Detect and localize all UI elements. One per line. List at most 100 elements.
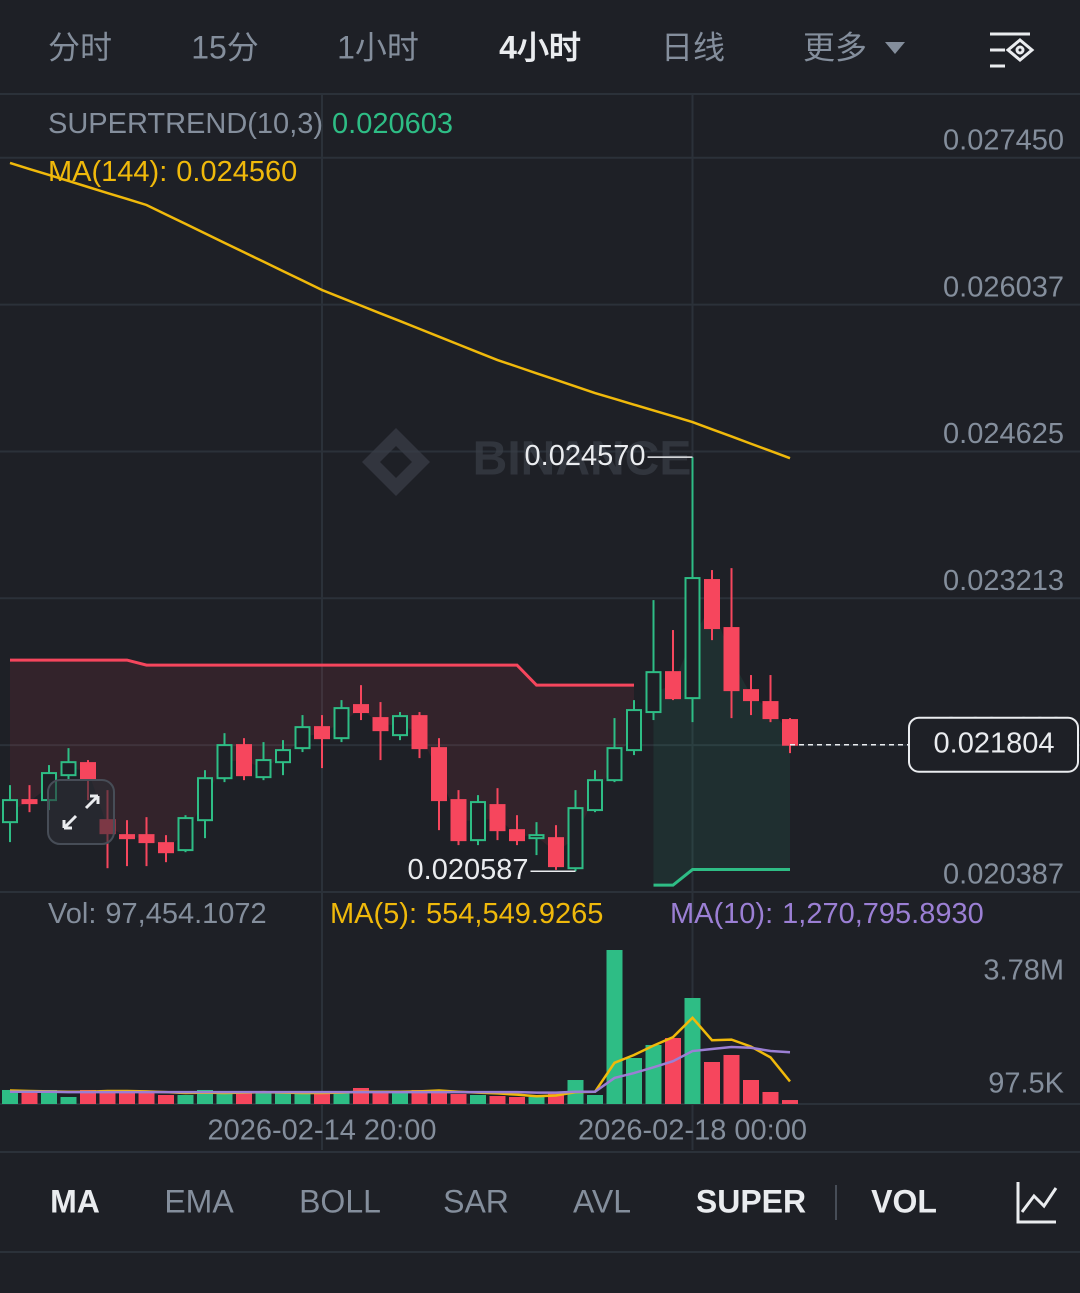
indicator-tab[interactable]: SAR [443,1183,509,1219]
candle-body [704,579,720,630]
volume-bar [626,1058,642,1104]
x-tick-label: 2026-02-18 00:00 [578,1115,807,1147]
candle-body [723,627,740,692]
candle-body [60,761,77,777]
y-tick-label: 0.020387 [943,859,1064,891]
timeframe-tab[interactable]: 15分 [191,29,259,65]
last-price-box [908,716,1079,773]
watermark: BINANCE [473,433,692,486]
candle-body [294,726,311,750]
candle-body [450,799,467,842]
volume-bar [743,1080,759,1104]
timeframe-tab[interactable]: 分时 [48,29,112,65]
legend-name: MA(10): [670,898,773,930]
volume-bar [138,1093,155,1104]
candle-body [567,807,584,870]
expand-button[interactable] [47,779,115,845]
candle-body [236,744,252,777]
volume-bar [372,1091,389,1104]
candle-body [2,799,18,824]
candle-body [470,801,486,842]
volume-bar [723,1054,740,1104]
candle-body [684,577,701,700]
volume-bar [431,1089,447,1104]
volume-bar [392,1093,408,1104]
legend-name: Vol: [48,898,96,930]
legend-value: 0.020603 [332,108,453,140]
candle-body [177,817,194,852]
candle-body [392,715,408,737]
volume-bar [587,1094,603,1104]
volume-bar [294,1093,311,1104]
volume-bar [704,1061,720,1104]
legend-name: MA(5): [330,898,417,930]
dropdown-arrow[interactable] [885,42,905,54]
volume-ma-line [10,1045,791,1094]
legend-value: 97,454.1072 [105,898,266,930]
candle-body [509,829,525,842]
legend-volume-ma: MA(10): 1,270,795.8930 [670,898,984,930]
legend-ma: MA(144): 0.024560 [48,156,297,188]
y-tick-label: 0.027450 [943,124,1064,156]
legend-volume: Vol: 97,454.1072 [48,898,267,930]
watermark-logo [362,428,430,496]
legend-supertrend: SUPERTREND(10,3) 0.020603 [48,108,453,140]
candle-body [80,762,96,780]
candle-body [21,799,38,805]
chart-type-icon[interactable] [1016,1182,1058,1224]
legend-value: 0.024560 [176,156,297,188]
indicator-tab[interactable]: BOLL [299,1183,381,1219]
last-price-label: 0.021804 [934,727,1055,759]
supertrend-line [653,868,790,887]
indicator-tab[interactable]: SUPER [696,1183,806,1219]
volume-bar [314,1093,330,1104]
candle-body [314,726,330,740]
indicator-tab[interactable]: AVL [573,1183,631,1219]
candle-body [197,777,213,822]
volume-bar [41,1089,57,1104]
volume-bar [353,1087,369,1104]
y-tick-label: 0.023213 [943,565,1064,597]
volume-bar [509,1096,525,1104]
volume-bar [99,1089,116,1104]
candle-body [626,709,642,752]
candle-body [372,717,389,732]
candle-body [353,704,369,714]
volume-bar [665,1038,681,1104]
legend-value: 1,270,795.8930 [782,898,984,930]
y-tick-label: 0.026037 [943,271,1064,303]
volume-bar [489,1096,506,1104]
volume-bar [411,1089,428,1104]
timeframe-tab[interactable]: 1小时 [337,29,419,65]
volume-bar [782,1100,798,1104]
candle-body [275,749,291,764]
timeframe-tab[interactable]: 4小时 [499,29,581,65]
candle-body [587,779,603,812]
volume-bar [177,1094,194,1104]
legend-value: 554,549.9265 [426,898,603,930]
volume-bar [333,1091,350,1104]
timeframe-tab[interactable]: 日线 [661,29,725,65]
timeframe-tab[interactable]: 更多 [803,29,867,65]
candle-body [606,747,623,782]
low-label: 0.020587 [408,854,529,886]
volume-bar [606,950,623,1104]
indicator-tab[interactable]: VOL [871,1183,937,1219]
indicator-tab[interactable]: MA [50,1183,100,1219]
candle-body [782,719,798,746]
settings-icon[interactable] [990,32,1035,68]
candle-body [216,744,233,780]
high-label: 0.024570 [525,440,646,472]
candle-body [548,837,564,868]
supertrend-line [10,658,634,687]
candle-body [333,707,350,740]
volume-bar [762,1091,779,1104]
ma-line [9,161,791,460]
candle-body [762,701,779,720]
candle-body [255,759,272,779]
indicator-tab[interactable]: EMA [164,1183,234,1219]
volume-bar [470,1094,486,1104]
legend-name: SUPERTREND(10,3) [48,108,323,140]
volume-bar [450,1094,467,1104]
